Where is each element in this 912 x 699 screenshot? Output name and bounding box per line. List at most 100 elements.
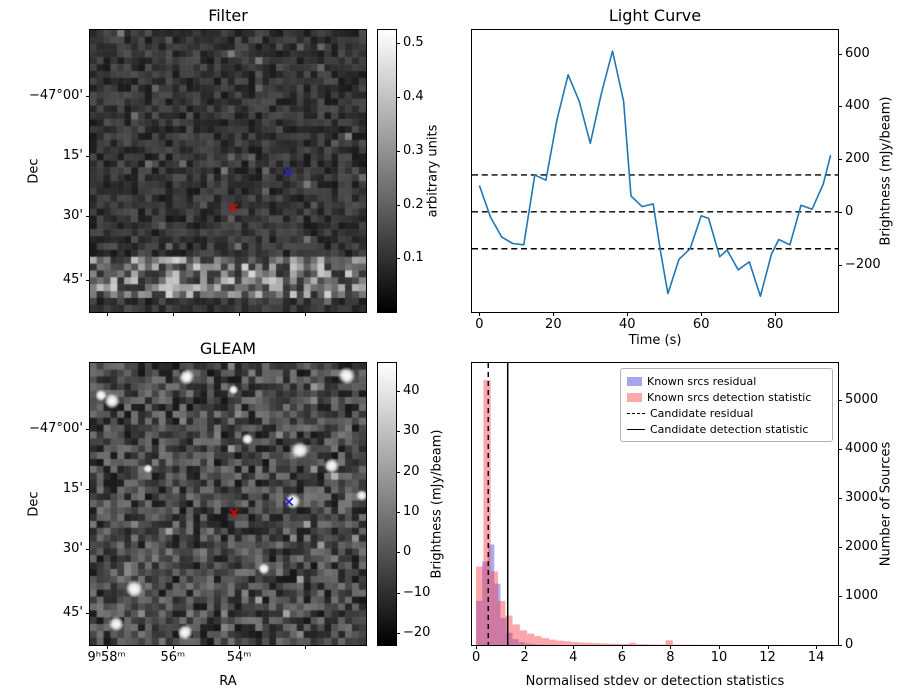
x-tick-label: 2 (520, 650, 529, 665)
filter-title: Filter (208, 6, 248, 25)
legend: Known srcs residual Known srcs detection… (620, 368, 833, 442)
tick-mark (627, 312, 629, 316)
tick-mark (239, 645, 241, 649)
filter-colorbar-label: arbitrary units (425, 124, 441, 218)
tick-mark (767, 645, 769, 649)
tick-mark (396, 204, 400, 206)
legend-label: Candidate detection statistic (650, 422, 809, 436)
tick-mark (838, 399, 842, 401)
tick-mark (86, 155, 90, 157)
y-tick-label: 3000 (845, 489, 879, 505)
x-marker: × (282, 492, 296, 511)
dec-tick-label: 30' (62, 207, 83, 223)
ra-tick-label: 9ʰ58ᵐ (87, 650, 126, 665)
colorbar-tick-label: −20 (403, 624, 431, 640)
colorbar-tick-label: 20 (403, 463, 420, 479)
ra-tick-label: 54ᵐ (226, 650, 252, 665)
x-marker: × (227, 503, 241, 522)
y-tick-label: 4000 (845, 440, 879, 456)
y-tick-label: 0 (845, 637, 854, 652)
tick-mark (396, 552, 400, 554)
tick-mark (396, 431, 400, 433)
tick-mark (396, 43, 400, 45)
legend-label: Candidate residual (650, 406, 754, 420)
x-tick-label: 20 (545, 317, 562, 332)
gleam-image (89, 362, 367, 646)
tick-mark (701, 312, 703, 316)
tick-mark (396, 632, 400, 634)
x-marker: × (227, 198, 240, 217)
legend-item-detection: Known srcs detection statistic (627, 389, 826, 405)
colorbar-tick-label: 30 (403, 423, 420, 439)
tick-mark (838, 645, 842, 646)
colorbar-tick-label: −10 (403, 584, 431, 600)
tick-mark (172, 645, 174, 649)
filter-image (89, 29, 367, 313)
colorbar-tick-label: 40 (403, 383, 420, 399)
x-tick-label: 80 (766, 317, 784, 332)
colorbar-tick-label: 0.4 (403, 89, 424, 105)
dec-tick-label: 15' (62, 147, 83, 163)
dec-tick-label: 30' (62, 540, 83, 556)
lightcurve-xaxis-label: Time (s) (628, 333, 682, 348)
ra-tick-label: 56ᵐ (160, 650, 186, 665)
tick-mark (396, 150, 400, 152)
x-marker: × (281, 162, 295, 181)
tick-mark (396, 471, 400, 473)
x-tick-label: 40 (618, 317, 636, 332)
colorbar-tick-label: 0.5 (403, 35, 424, 51)
x-tick-label: 60 (692, 317, 710, 332)
tick-mark (838, 546, 842, 548)
tick-mark (305, 645, 307, 649)
x-tick-label: 0 (475, 317, 484, 332)
legend-label: Known srcs residual (647, 374, 757, 388)
solid-line-swatch (627, 428, 645, 430)
filter-colorbar (377, 29, 397, 313)
tick-mark (396, 512, 400, 514)
y-tick-label: 200 (845, 151, 870, 167)
tick-mark (524, 645, 526, 649)
dec-tick-label: 15' (62, 480, 83, 496)
tick-mark (396, 97, 400, 99)
tick-mark (239, 312, 241, 316)
tick-mark (838, 53, 842, 55)
colorbar-tick-label: 10 (403, 504, 420, 520)
tick-mark (573, 645, 575, 649)
x-tick-label: 8 (666, 650, 675, 665)
tick-mark (305, 312, 307, 316)
legend-item-candidate-detection: Candidate detection statistic (627, 421, 826, 437)
x-tick-label: 14 (807, 650, 825, 665)
tick-mark (172, 312, 174, 316)
colorbar-tick-label: 0.3 (403, 142, 424, 158)
y-tick-label: 5000 (845, 391, 879, 407)
dec-tick-label: −47°00' (28, 420, 83, 436)
lightcurve-title: Light Curve (608, 6, 702, 25)
y-tick-label: 600 (845, 45, 870, 61)
tick-mark (816, 645, 818, 649)
dec-tick-label: 45' (62, 604, 83, 620)
dec-tick-label: −47°00' (28, 87, 83, 103)
legend-label: Known srcs detection statistic (647, 390, 812, 404)
tick-mark (86, 279, 90, 281)
detection-swatch (627, 392, 642, 402)
histogram-xaxis-label: Normalised stdev or detection statistics (525, 674, 785, 689)
lightcurve-plot (471, 29, 839, 313)
x-tick-label: 12 (759, 650, 776, 665)
tick-mark (479, 312, 481, 316)
histogram-yaxis-label: Number of Sources (878, 441, 894, 567)
tick-mark (86, 428, 90, 430)
y-tick-label: 400 (845, 98, 870, 114)
gleam-ra-axis-label: RA (219, 674, 237, 689)
dashed-line-swatch (627, 412, 645, 414)
x-tick-label: 6 (617, 650, 626, 665)
tick-mark (838, 106, 842, 108)
x-tick-label: 0 (471, 650, 481, 665)
tick-mark (106, 312, 108, 316)
y-tick-label: 0 (845, 203, 854, 219)
y-tick-label: 1000 (845, 587, 879, 603)
tick-mark (838, 159, 842, 161)
gleam-colorbar-label: Brightness (mJy/beam) (429, 429, 445, 579)
x-tick-label: 4 (569, 650, 578, 665)
colorbar-tick-label: 0.2 (403, 196, 424, 212)
tick-mark (718, 645, 720, 649)
